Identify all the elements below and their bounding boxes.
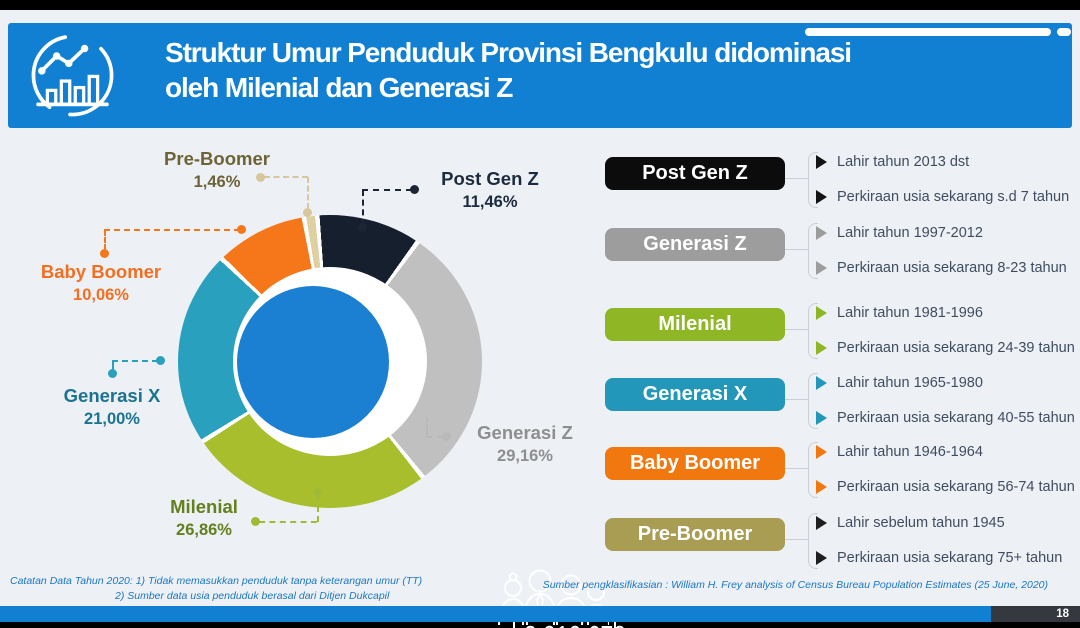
legend-item-text: Perkiraan usia sekarang 24-39 tahun <box>837 340 1075 356</box>
callout-generasi-z-name: Generasi Z <box>477 422 573 443</box>
slide-title-line1: Struktur Umur Penduduk Provinsi Bengkulu… <box>165 37 852 68</box>
slide-title-line2: oleh Milenial dan Generasi Z <box>165 72 513 103</box>
footnote-line1: Catatan Data Tahun 2020: 1) Tidak memasu… <box>10 575 423 587</box>
triangle-bullet-icon <box>816 516 827 530</box>
triangle-bullet-icon <box>816 376 827 390</box>
callout-pre-boomer-pct: 1,46% <box>193 173 241 191</box>
callout-post-gen-z-name: Post Gen Z <box>441 168 539 189</box>
triangle-bullet-icon <box>816 155 827 169</box>
triangle-bullet-icon <box>816 226 827 240</box>
legend-item: Lahir tahun 1981-1996 <box>816 301 983 325</box>
legend-connector <box>785 178 808 179</box>
legend-bracket <box>808 223 818 279</box>
triangle-bullet-icon <box>816 480 827 494</box>
header-decoration-dot <box>1057 28 1071 36</box>
callout-generasi-x-name: Generasi X <box>63 385 161 406</box>
legend-bracket <box>808 442 818 498</box>
legend-connector <box>785 329 808 330</box>
callout-pre-boomer-name: Pre-Boomer <box>164 148 270 169</box>
legend-connector <box>785 249 808 250</box>
legend-item: Lahir tahun 1965-1980 <box>816 371 983 395</box>
legend-bracket <box>808 513 818 569</box>
triangle-bullet-icon <box>816 411 827 425</box>
legend-connector <box>785 468 808 469</box>
legend-item-text: Perkiraan usia sekarang 8-23 tahun <box>837 260 1067 276</box>
callout-generasi-z-pct: 29,16% <box>497 447 553 465</box>
legend-group-baby-boomer: Baby Boomer Lahir tahun 1946-1964 Perkir… <box>600 439 1078 501</box>
legend-item: Perkiraan usia sekarang 8-23 tahun <box>816 256 1067 280</box>
legend-item: Perkiraan usia sekarang 75+ tahun <box>816 546 1062 570</box>
triangle-bullet-icon <box>816 551 827 565</box>
legend-item-text: Lahir sebelum tahun 1945 <box>837 515 1005 531</box>
page-number: 18 <box>991 606 1080 622</box>
slide-header: Struktur Umur Penduduk Provinsi Bengkulu… <box>8 23 1072 128</box>
legend-item-text: Perkiraan usia sekarang 40-55 tahun <box>837 410 1075 426</box>
callout-post-gen-z-pct: 11,46% <box>462 193 518 211</box>
legend-item-text: Perkiraan usia sekarang s.d 7 tahun <box>837 189 1070 205</box>
legend-pill-generasi-z: Generasi Z <box>605 228 785 261</box>
legend-group-post-gen-z: Post Gen Z Lahir tahun 2013 dst Perkiraa… <box>600 149 1078 211</box>
triangle-bullet-icon <box>816 445 827 459</box>
triangle-bullet-icon <box>816 190 827 204</box>
legend-item: Perkiraan usia sekarang 24-39 tahun <box>816 336 1075 360</box>
legend-item-text: Lahir tahun 1965-1980 <box>837 375 983 391</box>
source-note: Sumber pengklasifikasian : William H. Fr… <box>542 579 1048 591</box>
slide-title: Struktur Umur Penduduk Provinsi Bengkulu… <box>165 35 852 105</box>
callout-generasi-z: Generasi Z 29,16% <box>456 422 594 467</box>
legend-item: Lahir tahun 1997-2012 <box>816 221 983 245</box>
legend-item: Lahir sebelum tahun 1945 <box>816 511 1005 535</box>
triangle-bullet-icon <box>816 261 827 275</box>
legend-item: Perkiraan usia sekarang s.d 7 tahun <box>816 185 1069 209</box>
callout-milenial-name: Milenial <box>170 496 238 517</box>
triangle-bullet-icon <box>816 341 827 355</box>
legend-connector <box>785 399 808 400</box>
legend-item: Perkiraan usia sekarang 40-55 tahun <box>816 406 1075 430</box>
callout-baby-boomer-pct: 10,06% <box>73 286 129 304</box>
population-placard: 2.010.670 jiwa <box>513 619 626 628</box>
legend-bracket <box>808 152 818 208</box>
legend-group-generasi-z: Generasi Z Lahir tahun 1997-2012 Perkira… <box>600 220 1078 282</box>
chart-analytics-icon <box>31 34 114 117</box>
legend-item-text: Lahir tahun 1997-2012 <box>837 225 983 241</box>
legend-pill-post-gen-z: Post Gen Z <box>605 157 785 190</box>
callout-generasi-x: Generasi X 21,00% <box>42 385 182 430</box>
callout-baby-boomer: Baby Boomer 10,06% <box>30 261 172 306</box>
callout-pre-boomer: Pre-Boomer 1,46% <box>142 148 292 193</box>
legend-item-text: Perkiraan usia sekarang 56-74 tahun <box>837 479 1075 495</box>
legend-item-text: Lahir tahun 2013 dst <box>837 154 970 170</box>
legend-connector <box>785 539 808 540</box>
legend-pill-baby-boomer: Baby Boomer <box>605 447 785 480</box>
callout-milenial: Milenial 26,86% <box>148 496 260 541</box>
legend-pill-pre-boomer: Pre-Boomer <box>605 518 785 551</box>
legend-item-text: Lahir tahun 1946-1964 <box>837 444 983 460</box>
legend-pill-generasi-x: Generasi X <box>605 378 785 411</box>
legend-bracket <box>808 373 818 429</box>
legend-bracket <box>808 303 818 359</box>
callout-baby-boomer-name: Baby Boomer <box>40 261 162 282</box>
legend-item: Lahir tahun 2013 dst <box>816 150 969 174</box>
header-decoration-bar <box>805 28 1051 36</box>
legend-item: Perkiraan usia sekarang 56-74 tahun <box>816 475 1075 499</box>
legend-pill-milenial: Milenial <box>605 308 785 341</box>
callout-generasi-x-pct: 21,00% <box>84 410 140 428</box>
legend-group-milenial: Milenial Lahir tahun 1981-1996 Perkiraan… <box>600 300 1078 362</box>
donut-center-circle: 2.010.670 jiwa <box>237 286 626 628</box>
bottom-accent-bar <box>0 606 991 622</box>
legend-item: Lahir tahun 1946-1964 <box>816 440 983 464</box>
triangle-bullet-icon <box>816 306 827 320</box>
legend-item-text: Lahir tahun 1981-1996 <box>837 305 983 321</box>
total-population-value: 2.010.670 <box>524 619 626 628</box>
legend-item-text: Perkiraan usia sekarang 75+ tahun <box>837 550 1063 566</box>
legend-group-generasi-x: Generasi X Lahir tahun 1965-1980 Perkira… <box>600 370 1078 432</box>
legend-group-pre-boomer: Pre-Boomer Lahir sebelum tahun 1945 Perk… <box>600 510 1078 572</box>
callout-post-gen-z: Post Gen Z 11,46% <box>424 168 556 213</box>
callout-milenial-pct: 26,86% <box>176 521 232 539</box>
footnote-line2: 2) Sumber data usia penduduk berasal dar… <box>115 590 390 602</box>
slide-background: Struktur Umur Penduduk Provinsi Bengkulu… <box>0 10 1080 628</box>
